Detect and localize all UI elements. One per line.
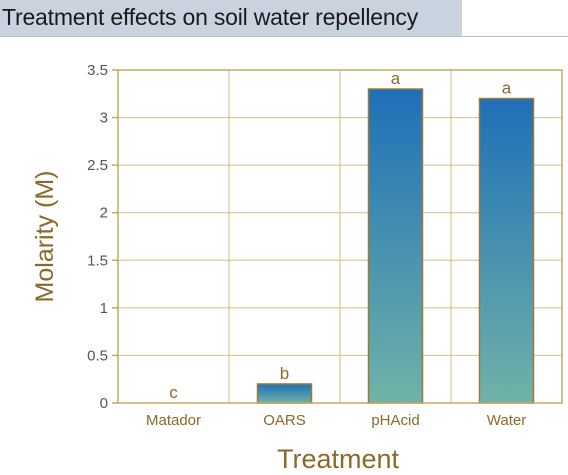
- bar-water: [478, 97, 535, 404]
- x-tick-label: OARS: [263, 412, 306, 429]
- x-axis-title: Treatment: [277, 444, 400, 474]
- y-tick-label: 2: [100, 205, 108, 222]
- data-label: a: [391, 69, 401, 88]
- y-tick-label: 1.5: [87, 252, 108, 269]
- x-tick-label: Matador: [146, 412, 201, 429]
- bar-layer: [256, 88, 535, 404]
- label-layer: 0 0.5 1 1.5 2 2.5 3 3.5 c Matador b OARS a pHAcid a Wat…: [87, 62, 526, 429]
- y-tick-label: 0.5: [87, 347, 108, 364]
- y-tick-label: 2.5: [87, 157, 108, 174]
- data-label: a: [502, 79, 512, 98]
- bar-oars: [256, 383, 313, 404]
- x-tick-label: Water: [487, 412, 526, 429]
- y-tick-label: 1: [100, 300, 108, 317]
- data-label: b: [280, 364, 289, 383]
- x-tick-label: pHAcid: [371, 412, 419, 429]
- y-tick-label: 3: [100, 110, 108, 127]
- bar-phacid: [367, 88, 424, 404]
- title-rule: [0, 36, 568, 37]
- y-axis-title: Molarity (M): [31, 171, 59, 303]
- plot-border: [117, 69, 563, 404]
- y-tick-label: 0: [100, 395, 108, 412]
- page-title: Treatment effects on soil water repellen…: [2, 4, 419, 30]
- y-tick-label: 3.5: [87, 62, 108, 79]
- plot-frame: [112, 69, 563, 404]
- data-label: c: [169, 383, 178, 402]
- title-band: [0, 0, 462, 36]
